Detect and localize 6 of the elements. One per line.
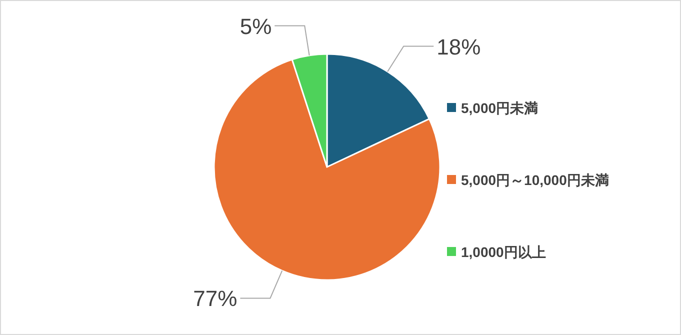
data-label: 18%	[436, 34, 481, 60]
legend-label: 1,0000円以上	[461, 244, 546, 260]
data-label: 77%	[193, 286, 238, 312]
legend-label: 5,000円未満	[461, 100, 538, 116]
data-label: 5%	[240, 14, 272, 39]
legend-label: 5,000円～10,000円未満	[461, 172, 609, 188]
